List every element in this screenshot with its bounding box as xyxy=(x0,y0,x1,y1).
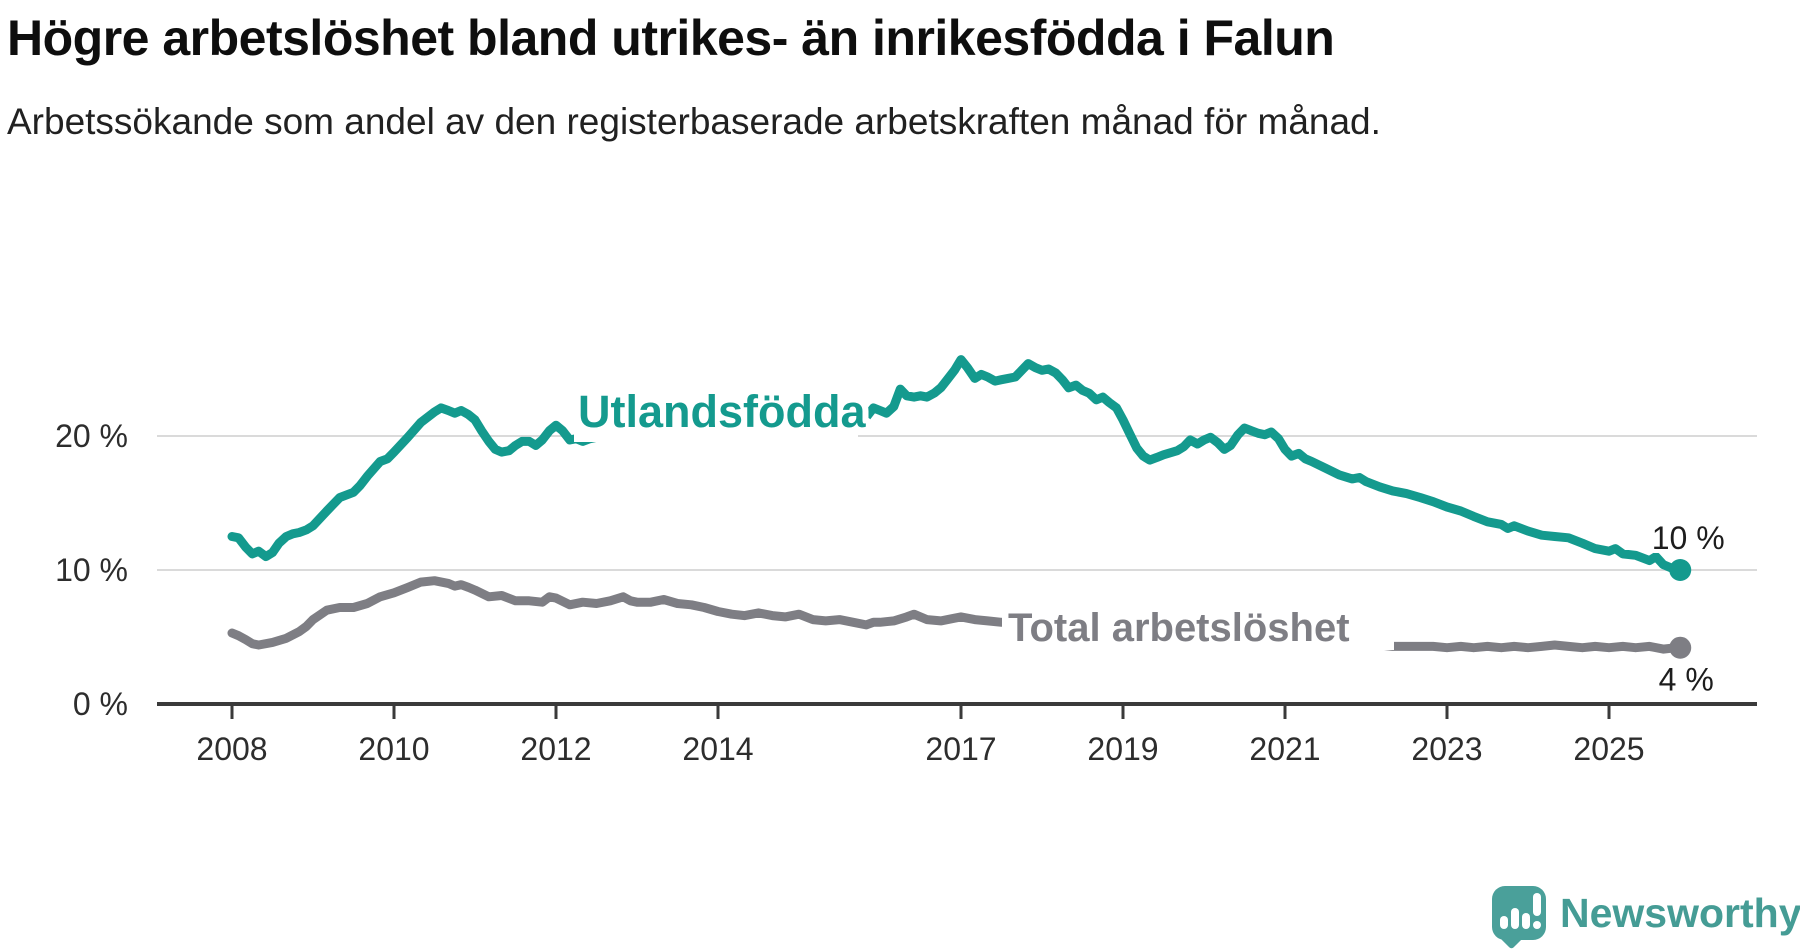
y-tick-label-20: 20 % xyxy=(55,418,128,454)
x-tick-label-2017: 2017 xyxy=(925,731,996,767)
end-dot-utlandsfodda xyxy=(1669,559,1692,581)
series-label-total: Total arbetslöshet xyxy=(1008,606,1350,650)
x-tick-label-2025: 2025 xyxy=(1573,731,1644,767)
x-tick-label-2021: 2021 xyxy=(1249,731,1320,767)
newsworthy-logo: Newsworthy xyxy=(1492,886,1800,950)
chart-subtitle: Arbetssökande som andel av den registerb… xyxy=(7,100,1381,142)
y-tick-label-0: 0 % xyxy=(73,686,128,722)
x-tick-label-2010: 2010 xyxy=(358,731,429,767)
exclamation-mark xyxy=(1533,893,1541,916)
x-tick-label-2019: 2019 xyxy=(1087,731,1158,767)
page-title: Högre arbetslöshet bland utrikes- än inr… xyxy=(7,10,1335,66)
series-label-underlay xyxy=(574,388,858,442)
newsworthy-wordmark: Newsworthy xyxy=(1560,889,1800,936)
end-dot-total xyxy=(1669,636,1692,659)
x-tick-label-2023: 2023 xyxy=(1411,731,1482,767)
x-tick-label-2008: 2008 xyxy=(196,731,267,767)
end-value-label-utlandsfodda: 10 % xyxy=(1652,520,1725,556)
chart-header: Högre arbetslöshet bland utrikes- än inr… xyxy=(7,10,1507,147)
series-line-total xyxy=(227,576,1681,654)
y-tick-label-10: 10 % xyxy=(55,552,128,588)
series-label-underlay xyxy=(1002,602,1394,650)
newsworthy-bar-chart-icon xyxy=(1492,886,1546,950)
x-tick-label-2014: 2014 xyxy=(682,731,753,767)
series-label-utlandsfodda: Utlandsfödda xyxy=(578,386,866,437)
series-line-utlandsfodda xyxy=(227,355,1681,575)
end-value-label-total: 4 % xyxy=(1659,662,1714,698)
x-tick-label-2012: 2012 xyxy=(520,731,591,767)
